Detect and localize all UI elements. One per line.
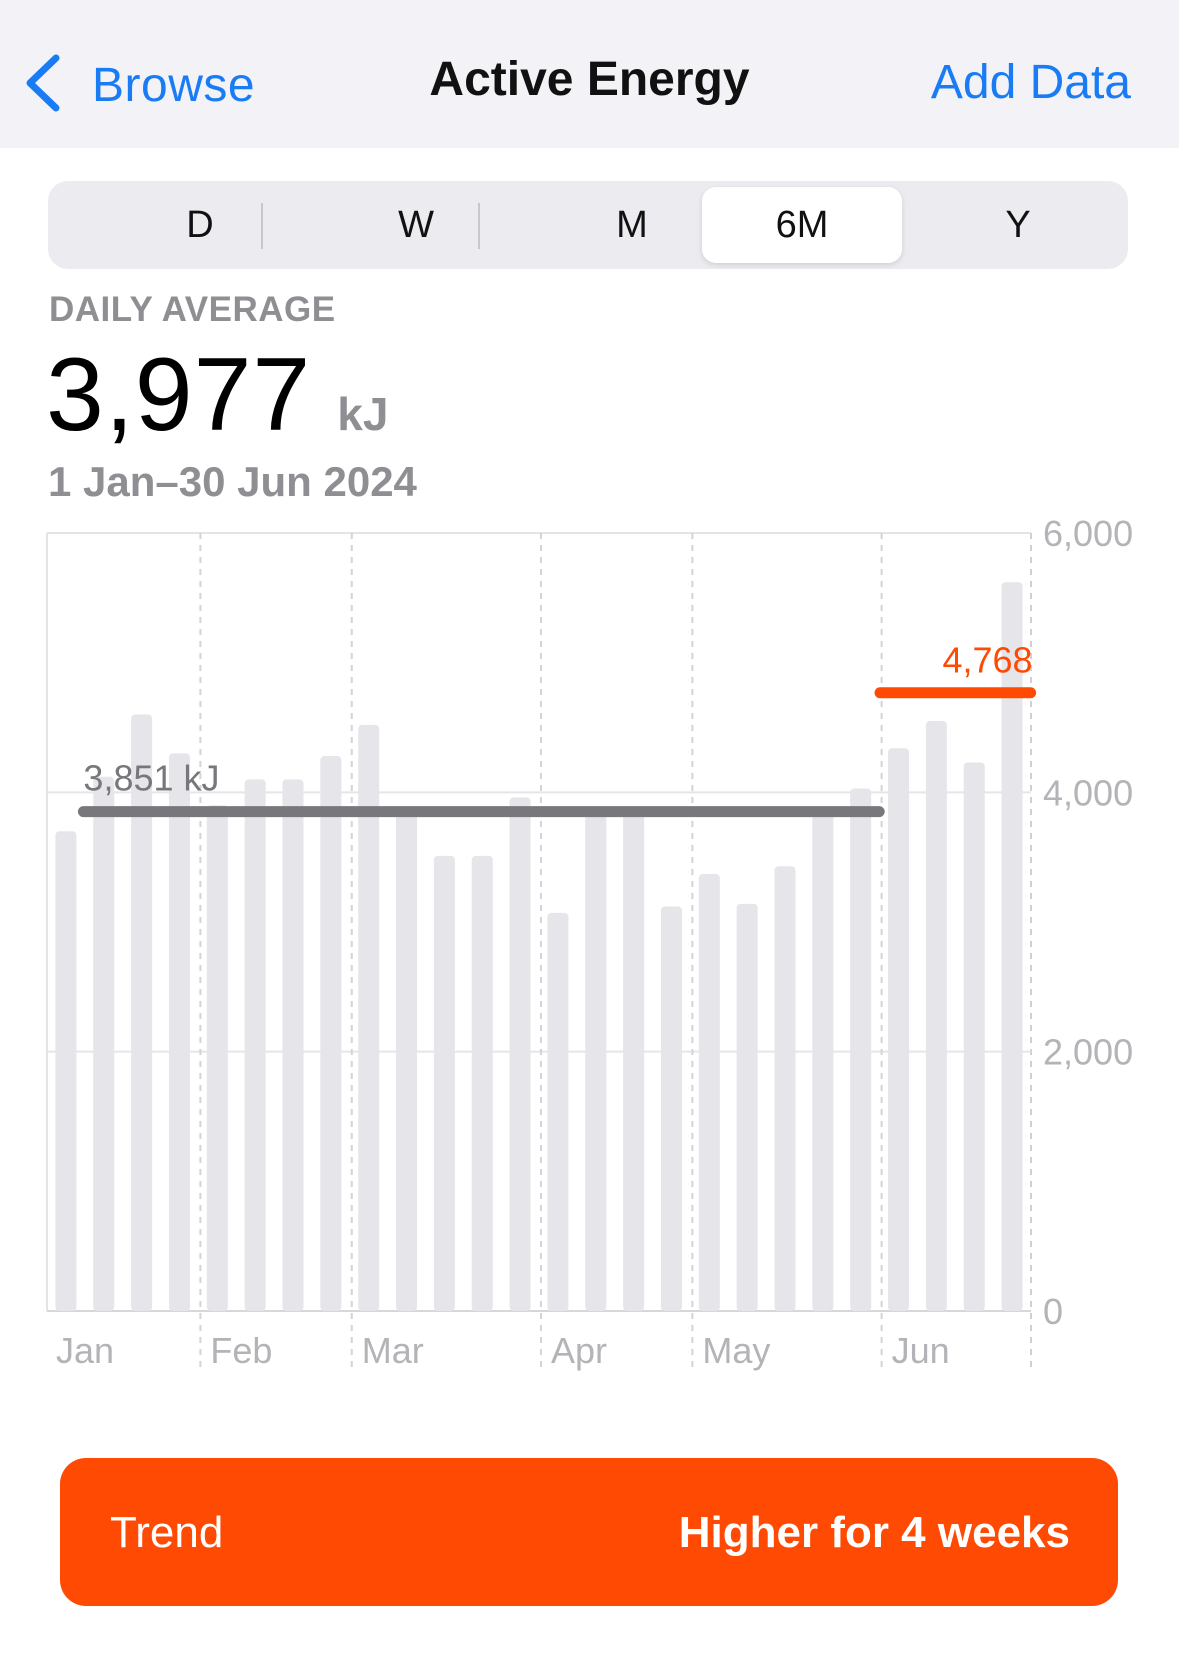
chart-bar (623, 807, 645, 1311)
chart-bar (320, 756, 342, 1311)
segment-year[interactable]: Y (1005, 203, 1031, 246)
chart-bar (850, 788, 872, 1311)
segment-day[interactable]: D (186, 203, 214, 246)
chart-bar (282, 779, 304, 1311)
chart-bar (1001, 582, 1023, 1311)
segment-week[interactable]: W (398, 203, 434, 246)
x-month-label: Jun (892, 1330, 950, 1371)
date-range: 1 Jan–30 Jun 2024 (48, 458, 417, 505)
x-month-label: May (702, 1330, 770, 1371)
segment-divider (478, 203, 480, 249)
chevron-left-icon (22, 52, 64, 119)
chart-bar (888, 748, 910, 1311)
daily-average-number: 3,977 (46, 337, 312, 453)
y-tick-label: 2,000 (1043, 1032, 1133, 1073)
chart-bar (963, 762, 985, 1311)
back-button-label: Browse (92, 58, 256, 112)
x-month-label: Apr (551, 1330, 607, 1371)
page-title: Active Energy (429, 53, 750, 106)
chart-bar (358, 724, 380, 1311)
active-energy-chart[interactable]: 6,000 4,000 2,000 0 Jan Feb Mar Apr May Jun 3,851 … (0, 520, 1179, 1380)
add-data-button[interactable]: Add Data (930, 56, 1131, 109)
segment-divider (261, 203, 263, 249)
chart-bar (698, 874, 720, 1311)
daily-average-label: DAILY AVERAGE (49, 290, 336, 329)
average-line-label: 3,851 kJ (83, 758, 219, 799)
daily-average-value: 3,977 kJ (46, 336, 388, 455)
chart-bar (396, 807, 418, 1311)
chart-bar (471, 855, 493, 1311)
y-tick-label: 4,000 (1043, 772, 1133, 813)
chart-bar (660, 906, 682, 1311)
chart-bar (774, 866, 796, 1311)
x-month-label: Jan (56, 1330, 114, 1371)
chart-bar (925, 721, 947, 1311)
chart-bar (547, 912, 569, 1311)
chart-bar (736, 903, 758, 1311)
time-range-control: D W M 6M Y (48, 181, 1128, 269)
chart-bar (244, 779, 266, 1311)
chart-bar (93, 776, 115, 1311)
x-month-label: Mar (362, 1330, 424, 1371)
trend-card[interactable]: Trend Higher for 4 weeks (60, 1458, 1118, 1606)
y-tick-label: 0 (1043, 1291, 1063, 1332)
chart-bar (206, 805, 228, 1311)
navigation-bar: Browse Active Energy Add Data (0, 0, 1179, 148)
y-tick-label: 6,000 (1043, 520, 1133, 554)
chart-bar (55, 831, 77, 1311)
back-button[interactable]: Browse (22, 50, 255, 120)
chart-bar (131, 714, 153, 1311)
chart-bar (509, 797, 531, 1311)
daily-average-unit: kJ (337, 388, 389, 440)
chart-bar (433, 855, 455, 1311)
segment-month[interactable]: M (616, 203, 648, 246)
chart-bar (585, 806, 607, 1311)
x-month-label: Feb (210, 1330, 272, 1371)
segment-six-months[interactable]: 6M (702, 187, 902, 263)
trend-value: Higher for 4 weeks (678, 1508, 1070, 1557)
chart-bar (812, 810, 834, 1311)
recent-average-label: 4,768 (942, 640, 1032, 681)
chart-bar (168, 753, 190, 1311)
trend-label: Trend (110, 1508, 224, 1557)
